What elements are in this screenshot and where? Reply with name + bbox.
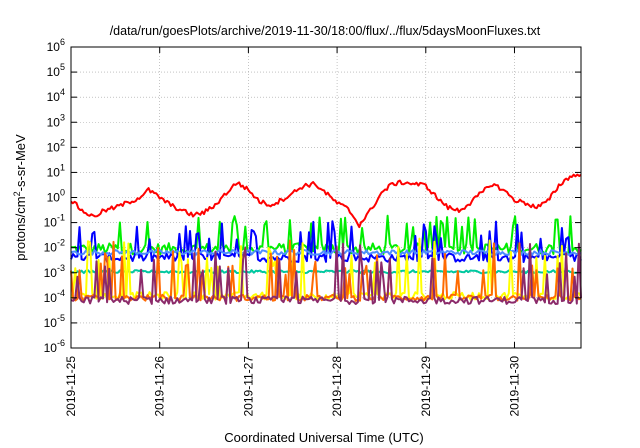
y-tick-label: 10-2	[44, 238, 65, 255]
x-tick-label: 2019-11-28	[330, 356, 344, 417]
y-tick-label: 106	[47, 37, 65, 54]
x-tick-label: 2019-11-29	[419, 356, 433, 417]
series-line	[70, 173, 582, 229]
series-line	[70, 249, 582, 256]
y-axis: 10-6 10-5 10-4 10-3 10-2 10-1 100 101 102 103 104 1…	[44, 37, 581, 355]
x-tick-label: 2019-11-27	[241, 356, 255, 417]
series-layer	[70, 173, 582, 305]
y-tick-label: 10-5	[44, 313, 65, 330]
y-tick-label: 101	[47, 162, 65, 179]
x-axis: 2019-11-25 2019-11-26 2019-11-27 2019-11-28…	[64, 47, 521, 417]
x-tick-label: 2019-11-30	[507, 356, 521, 417]
x-axis-title: Coordinated Universal Time (UTC)	[224, 430, 423, 445]
y-tick-label: 102	[47, 137, 65, 154]
y-tick-label: 105	[47, 62, 65, 79]
y-tick-label: 10-1	[44, 213, 65, 230]
series-line	[70, 242, 582, 305]
x-tick-label: 2019-11-25	[64, 356, 78, 417]
y-axis-title: protons/cm2-s-sr-MeV	[12, 134, 28, 261]
y-tick-label: 100	[47, 188, 65, 205]
grid	[70, 47, 581, 348]
y-tick-label: 103	[47, 112, 65, 129]
y-tick-label: 10-4	[44, 288, 65, 305]
y-tick-label: 10-3	[44, 263, 65, 280]
y-tick-label: 10-6	[44, 338, 65, 355]
chart-title: /data/run/goesPlots/archive/2019-11-30/1…	[110, 24, 541, 38]
y-tick-label: 104	[47, 87, 65, 104]
series-line	[70, 220, 582, 263]
x-tick-label: 2019-11-26	[153, 356, 167, 417]
